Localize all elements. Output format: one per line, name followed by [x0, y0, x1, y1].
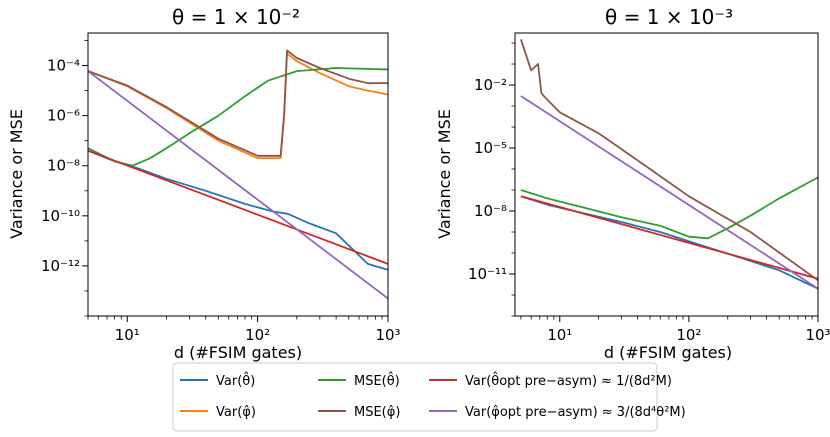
- left-panel: θ = 1 × 10⁻² 10¹ 10² 10³ 10⁻¹²10⁻¹⁰10⁻⁸10⁻…: [7, 5, 401, 362]
- left-series-line: [88, 49, 388, 157]
- right-x-axis-label: d (#FSIM gates): [604, 343, 732, 362]
- right-series-line: [520, 39, 818, 282]
- right-series-line: [520, 176, 818, 240]
- x-tick-label: 10¹: [115, 326, 140, 344]
- right-y-axis-label: Variance or MSE: [435, 109, 454, 239]
- left-series-line: [88, 70, 388, 300]
- right-panel-title: θ = 1 × 10⁻³: [605, 5, 733, 29]
- right-series-line: [520, 195, 818, 280]
- left-y-axis-label: Variance or MSE: [7, 109, 26, 239]
- y-tick-label: 10⁻¹¹: [468, 265, 507, 283]
- left-x-ticks: 10¹ 10² 10³: [87, 316, 401, 344]
- left-panel-title: θ = 1 × 10⁻²: [172, 5, 300, 29]
- y-tick-label: 10⁻⁸: [474, 202, 507, 220]
- y-tick-label: 10⁻⁸: [47, 157, 80, 175]
- right-plot-frame: [514, 32, 819, 317]
- left-plot-frame: [87, 32, 389, 317]
- left-series-line: [88, 149, 388, 265]
- y-tick-label: 10⁻¹²: [41, 257, 80, 275]
- right-panel: θ = 1 × 10⁻³ 10¹ 10² 10³ 10⁻¹¹ 10⁻⁸ 10⁻⁵ 10⁻²…: [435, 5, 830, 362]
- left-series-group: [88, 49, 388, 300]
- y-tick-label: 10⁻¹⁰: [41, 207, 80, 225]
- left-x-axis-label: d (#FSIM gates): [174, 343, 302, 362]
- y-tick-label: 10⁻²: [474, 76, 507, 94]
- legend-label: Var(φ̂): [216, 405, 256, 420]
- right-series-line: [520, 195, 818, 290]
- right-series-line: [520, 95, 818, 290]
- right-x-ticks: 10¹ 10² 10³: [520, 316, 830, 344]
- x-tick-label: 10²: [245, 326, 270, 344]
- legend-label: MSE(φ̂): [354, 405, 400, 420]
- right-series-group: [520, 39, 818, 290]
- legend-label: Var(θ̂opt pre−asym) ≈ 1/(8d²M): [465, 372, 672, 389]
- right-y-ticks: 10⁻¹¹ 10⁻⁸ 10⁻⁵ 10⁻²: [468, 42, 515, 317]
- y-tick-label: 10⁻⁵: [474, 139, 507, 157]
- legend-label: Var(θ̂): [216, 372, 255, 389]
- legend-box: [172, 362, 658, 432]
- x-tick-label: 10³: [375, 326, 400, 344]
- y-tick-label: 10⁻⁶: [47, 107, 80, 125]
- left-y-ticks: 10⁻¹² 10⁻¹⁰ 10⁻⁸ 10⁻⁶ 10⁻⁴: [41, 40, 88, 317]
- legend-label: Var(φ̂opt pre−asym) ≈ 3/(8d⁴θ²M): [465, 405, 686, 420]
- x-tick-label: 10³: [805, 326, 830, 344]
- y-tick-label: 10⁻⁴: [47, 57, 80, 75]
- x-tick-label: 10¹: [547, 326, 572, 344]
- x-tick-label: 10²: [676, 326, 701, 344]
- legend: Var(θ̂) MSE(θ̂) Var(θ̂opt pre−asym) ≈ 1/(8…: [172, 362, 686, 432]
- left-series-line: [88, 67, 388, 167]
- legend-label: MSE(θ̂): [354, 372, 400, 389]
